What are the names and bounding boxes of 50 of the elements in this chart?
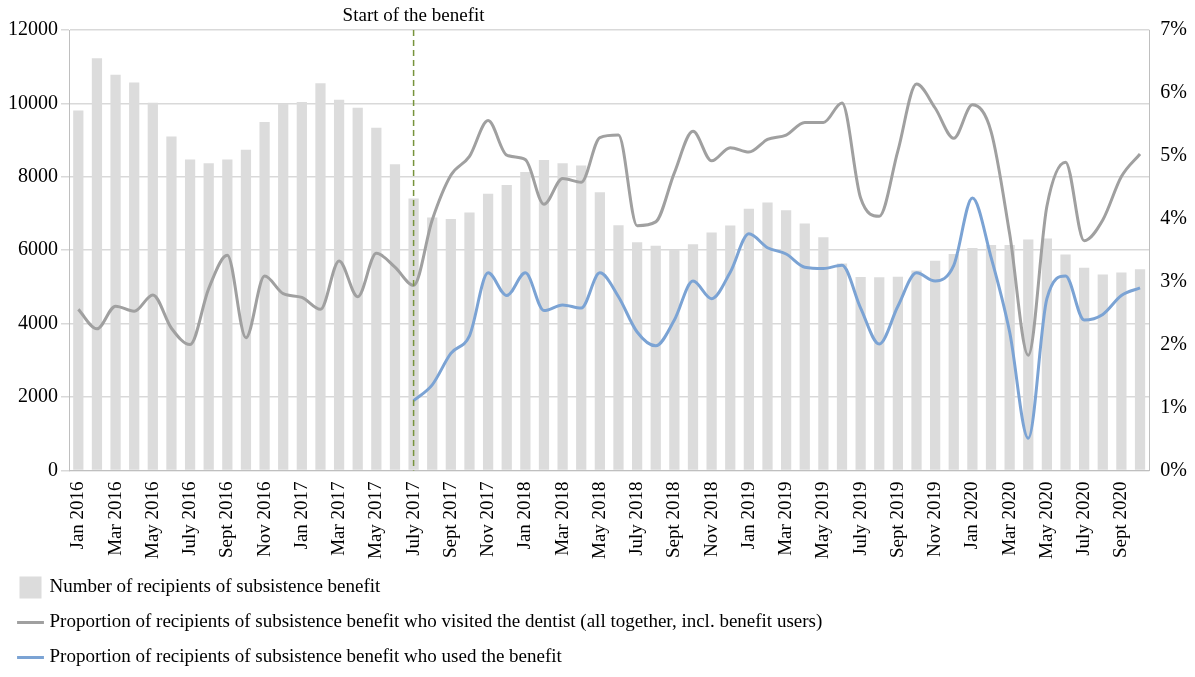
x-tick-label: Sept 2016 — [215, 481, 237, 558]
y2-tick-label: 3% — [1160, 268, 1188, 291]
x-tick-label: Nov 2018 — [699, 481, 721, 557]
y-tick-label: 6000 — [18, 237, 58, 260]
x-tick-label: May 2016 — [140, 481, 162, 559]
y-tick-label: 8000 — [18, 164, 58, 187]
y2-tick-label: 4% — [1160, 206, 1188, 228]
legend-label: Number of recipients of subsistence benefit — [49, 575, 382, 597]
x-tick-label: July 2016 — [178, 481, 200, 556]
x-tick-label: Nov 2017 — [476, 481, 498, 557]
y2-tick-label: 6% — [1160, 80, 1188, 103]
y-tick-label: 0 — [48, 457, 58, 480]
y2-tick-label: 0% — [1160, 457, 1188, 480]
y-tick-label: 12000 — [8, 17, 58, 40]
x-tick-label: Mar 2016 — [103, 481, 125, 556]
x-tick-label: July 2017 — [401, 481, 423, 556]
line-series — [76, 82, 1142, 357]
x-tick-label: Jan 2020 — [960, 481, 982, 550]
line-series — [412, 196, 1142, 440]
x-tick-label: Sept 2019 — [885, 481, 907, 558]
x-tick-label: Mar 2020 — [997, 481, 1019, 556]
x-tick-label: July 2018 — [625, 481, 647, 556]
x-tick-label: July 2020 — [1072, 481, 1094, 556]
x-tick-label: Jan 2017 — [289, 481, 311, 550]
x-tick-label: Mar 2019 — [774, 481, 796, 556]
x-tick-label: May 2020 — [1034, 481, 1056, 559]
ref-line-label: Start of the benefit — [342, 4, 486, 26]
x-tick-label: May 2019 — [811, 481, 833, 559]
x-tick-label: Nov 2016 — [252, 481, 274, 557]
x-tick-label: May 2017 — [364, 481, 386, 559]
x-tick-label: July 2019 — [848, 481, 870, 556]
x-tick-label: Sept 2018 — [662, 481, 684, 558]
y2-tick-label: 2% — [1160, 331, 1188, 354]
y2-tick-label: 7% — [1160, 17, 1188, 40]
legend-label: Proportion of recipients of subsistence benefit who visited the dentist (all together, incl. benefit users) — [49, 610, 823, 633]
x-tick-label: Jan 2019 — [736, 481, 758, 550]
legend-label: Proportion of recipients of subsistence benefit who used the benefit — [49, 645, 563, 667]
x-tick-label: Jan 2016 — [66, 481, 88, 550]
x-tick-label: Jan 2018 — [513, 481, 535, 550]
x-tick-label: Mar 2018 — [550, 481, 572, 556]
x-tick-label: Sept 2020 — [1109, 481, 1131, 558]
y-tick-label: 4000 — [18, 310, 58, 333]
y-tick-label: 2000 — [18, 384, 58, 407]
y2-tick-label: 5% — [1160, 143, 1188, 166]
y2-tick-label: 1% — [1160, 394, 1188, 417]
x-tick-label: Nov 2019 — [923, 481, 945, 557]
x-tick-label: Sept 2017 — [438, 481, 460, 558]
x-tick-label: May 2018 — [587, 481, 609, 559]
x-tick-label: Mar 2017 — [327, 481, 349, 556]
y-tick-label: 10000 — [8, 90, 58, 113]
